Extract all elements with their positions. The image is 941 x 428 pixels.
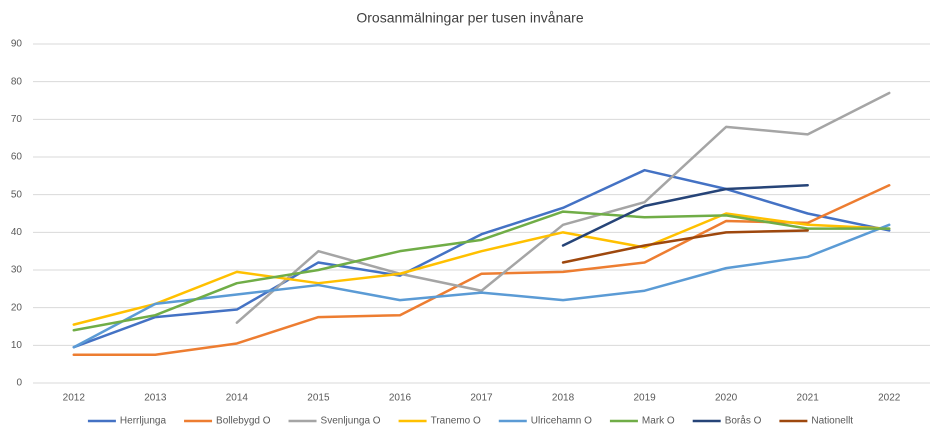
series-line [72, 223, 891, 349]
legend-item: Svenljunga O [288, 416, 381, 427]
y-tick-label: 70 [11, 114, 23, 125]
legend-label: Bollebygd O [216, 416, 271, 427]
x-tick-label: 2018 [552, 393, 575, 404]
y-tick-label: 30 [11, 265, 23, 276]
x-tick-label: 2013 [144, 393, 167, 404]
x-tick-label: 2016 [389, 393, 412, 404]
series-line [72, 168, 891, 349]
legend-item: Mark O [609, 416, 675, 427]
y-tick-label: 0 [16, 378, 22, 389]
series-line [561, 229, 809, 264]
legend-item: Nationellt [779, 416, 853, 427]
y-tick-label: 60 [11, 152, 23, 163]
y-tick-label: 50 [11, 189, 23, 200]
legend-label: Mark O [642, 416, 675, 427]
y-tick-label: 40 [11, 227, 23, 238]
x-tick-label: 2021 [797, 393, 820, 404]
legend-item: Borås O [692, 415, 762, 427]
series-line [72, 212, 891, 326]
y-tick-label: 90 [11, 39, 23, 50]
legend-label: Herrljunga [120, 416, 167, 427]
legend-label: Nationellt [811, 416, 853, 427]
x-tick-label: 2020 [715, 393, 738, 404]
x-tick-label: 2022 [878, 393, 901, 404]
y-tick-label: 80 [11, 76, 23, 87]
legend-label: Tranemo O [431, 416, 481, 427]
y-tick-label: 20 [11, 302, 23, 313]
legend-label: Ulricehamn O [531, 416, 592, 427]
x-tick-label: 2015 [307, 393, 330, 404]
x-tick-label: 2014 [226, 393, 249, 404]
legend-label: Svenljunga O [321, 416, 381, 427]
legend-label: Borås O [725, 415, 762, 427]
chart-title: Orosanmälningar per tusen invånare [356, 10, 583, 26]
x-tick-label: 2019 [633, 393, 656, 404]
x-tick-label: 2012 [63, 393, 86, 404]
legend-item: Tranemo O [398, 416, 481, 427]
legend-item: Herrljunga [87, 416, 167, 427]
series-line [72, 210, 891, 332]
x-tick-label: 2017 [470, 393, 493, 404]
series-line [561, 184, 809, 247]
legend-item: Ulricehamn O [498, 416, 592, 427]
series-line [72, 184, 891, 356]
legend: Herrljunga Bollebygd O Svenljunga O Tranemo… [87, 415, 853, 427]
series-line [235, 91, 891, 324]
legend-item: Bollebygd O [184, 416, 271, 427]
y-tick-label: 10 [11, 340, 23, 351]
